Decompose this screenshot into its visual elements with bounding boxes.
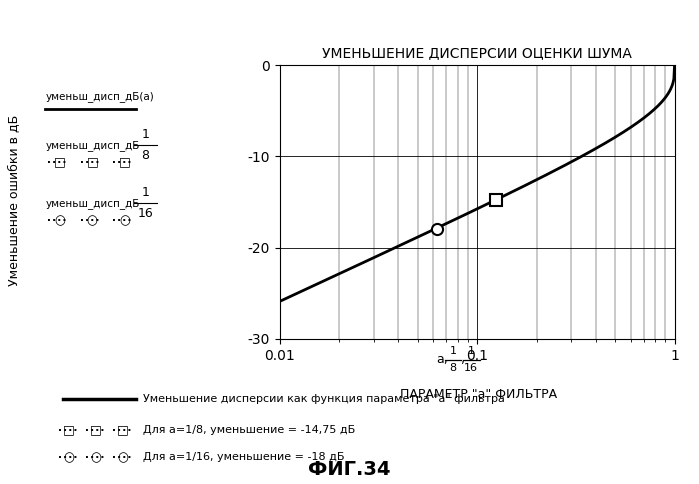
Text: Уменьшение ошибки в дБ: Уменьшение ошибки в дБ <box>8 115 20 287</box>
Text: ○: ○ <box>87 214 98 227</box>
Text: □: □ <box>90 424 101 436</box>
Text: 1: 1 <box>449 346 456 356</box>
Text: уменьш_дисп_дБ(a): уменьш_дисп_дБ(a) <box>45 91 154 102</box>
Text: ФИГ.34: ФИГ.34 <box>308 460 391 479</box>
Text: □: □ <box>119 156 130 168</box>
Text: ○: ○ <box>90 451 101 464</box>
Text: ○: ○ <box>54 214 65 227</box>
Text: ○: ○ <box>63 451 74 464</box>
Text: уменьш_дисп_дБ: уменьш_дисп_дБ <box>45 140 140 151</box>
Text: 1: 1 <box>141 128 150 141</box>
Text: ,: , <box>461 353 465 366</box>
Text: □: □ <box>117 424 129 436</box>
Text: □: □ <box>63 424 74 436</box>
Text: 16: 16 <box>138 207 153 220</box>
Text: □: □ <box>54 156 65 168</box>
Text: ПАРАМЕТР "а" ФИЛЬТРА: ПАРАМЕТР "а" ФИЛЬТРА <box>401 388 557 401</box>
Text: ○: ○ <box>117 451 129 464</box>
Text: 1: 1 <box>468 346 475 356</box>
Title: УМЕНЬШЕНИЕ ДИСПЕРСИИ ОЦЕНКИ ШУМА: УМЕНЬШЕНИЕ ДИСПЕРСИИ ОЦЕНКИ ШУМА <box>322 46 632 60</box>
Text: 8: 8 <box>141 149 150 162</box>
Text: ○: ○ <box>119 214 130 227</box>
Text: 8: 8 <box>449 363 456 374</box>
Text: 16: 16 <box>464 363 478 374</box>
Text: 1: 1 <box>141 186 150 199</box>
Text: a,: a, <box>436 353 448 366</box>
Text: □: □ <box>87 156 98 168</box>
Text: уменьш_дисп_дБ: уменьш_дисп_дБ <box>45 198 140 209</box>
Text: Для а=1/16, уменьшение = -18 дБ: Для а=1/16, уменьшение = -18 дБ <box>143 453 345 462</box>
Text: Уменьшение дисперсии как функция параметра "а" фильтра: Уменьшение дисперсии как функция парамет… <box>143 394 505 404</box>
Text: Для а=1/8, уменьшение = -14,75 дБ: Для а=1/8, уменьшение = -14,75 дБ <box>143 425 356 435</box>
